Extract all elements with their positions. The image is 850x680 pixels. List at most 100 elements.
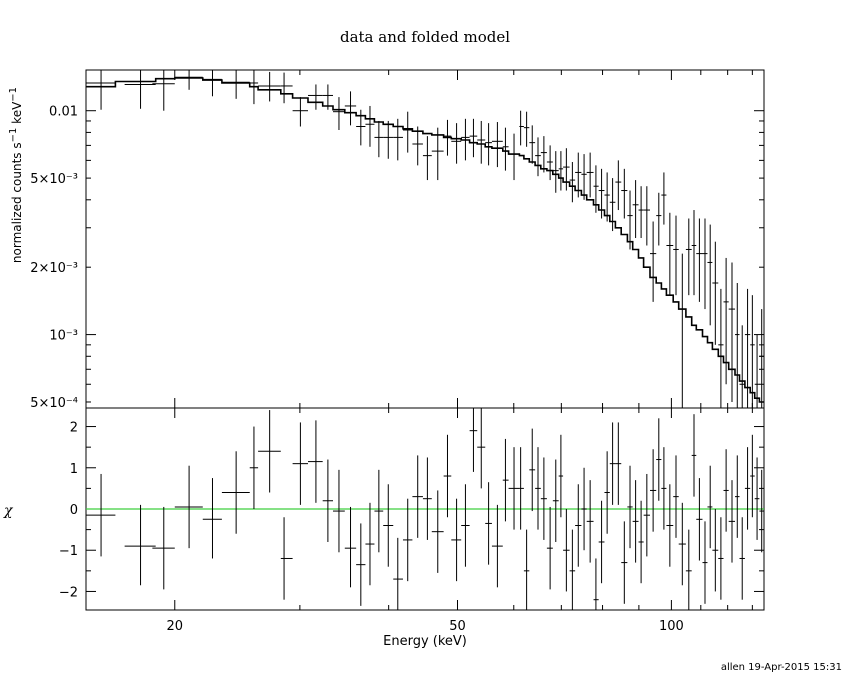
residual-point xyxy=(632,480,639,563)
data-panel: 0.01 5×10⁻³ 2×10⁻³ 10⁻³ 5×10⁻⁴ xyxy=(30,69,765,411)
y-tick-label: 5×10⁻⁴ xyxy=(30,396,78,411)
residual-point xyxy=(124,504,156,586)
data-point xyxy=(422,136,432,181)
data-point xyxy=(702,218,708,310)
residual-point xyxy=(656,418,662,501)
data-point xyxy=(563,148,570,191)
residual-point xyxy=(508,447,520,530)
data-point xyxy=(586,152,594,198)
residual-point xyxy=(627,465,633,549)
data-point xyxy=(365,105,375,147)
residual-panel: 20 50 100 2 1 0 −1 −2 xyxy=(59,407,765,634)
data-point xyxy=(627,190,633,250)
residual-point xyxy=(529,428,536,512)
residual-point xyxy=(152,506,175,590)
data-point xyxy=(280,72,293,104)
residual-point xyxy=(661,447,667,530)
data-point xyxy=(477,120,486,164)
residual-point xyxy=(643,473,650,557)
data-point xyxy=(502,127,509,171)
data-point xyxy=(735,282,740,408)
data-point xyxy=(519,110,524,146)
data-point xyxy=(221,70,250,99)
data-point xyxy=(598,168,605,219)
data-point xyxy=(402,111,413,153)
data-point xyxy=(333,97,345,131)
residual-point xyxy=(666,484,674,567)
data-point xyxy=(393,118,403,161)
data-point xyxy=(292,97,309,127)
residual-point xyxy=(485,482,492,565)
residual-point xyxy=(535,447,541,530)
residual-point xyxy=(422,457,432,540)
residual-point xyxy=(586,480,594,563)
data-point xyxy=(609,178,616,232)
residual-point xyxy=(707,465,713,549)
residual-point xyxy=(702,521,708,604)
residual-point xyxy=(461,484,470,567)
y-tick-label: 2 xyxy=(70,421,78,436)
residual-point xyxy=(569,529,576,610)
y-axis-label-bottom: χ xyxy=(4,503,13,519)
y-tick-label: −2 xyxy=(59,585,78,600)
y-label-superscript-1: −1 xyxy=(8,127,19,143)
residual-point xyxy=(598,500,605,584)
residual-point xyxy=(558,434,564,518)
y-tick-label: 2×10⁻³ xyxy=(30,261,78,276)
residual-point xyxy=(759,469,764,553)
residual-point xyxy=(728,480,736,563)
data-point xyxy=(691,210,697,296)
residual-point xyxy=(393,537,403,610)
residual-point xyxy=(563,509,570,592)
residual-point xyxy=(258,410,281,493)
data-point xyxy=(673,215,679,296)
data-point xyxy=(174,70,203,90)
data-point xyxy=(718,288,724,408)
data-point xyxy=(152,70,175,111)
data-point xyxy=(258,71,281,102)
data-point xyxy=(569,162,576,203)
data-point xyxy=(523,111,530,147)
residual-point xyxy=(552,459,559,542)
residual-point xyxy=(621,521,628,604)
residual-point xyxy=(402,498,413,582)
data-point xyxy=(469,118,478,158)
y-axis-label-top: normalized counts s−1 keV−1 xyxy=(4,10,24,340)
residual-point xyxy=(712,509,719,592)
data-point xyxy=(374,120,384,158)
residual-point xyxy=(685,529,692,610)
data-point xyxy=(485,123,492,166)
residual-point xyxy=(344,506,357,588)
data-point xyxy=(712,241,719,345)
data-point xyxy=(739,325,745,408)
data-point xyxy=(604,172,610,222)
data-point xyxy=(643,186,650,246)
residual-point xyxy=(412,455,423,538)
data-point xyxy=(759,309,764,408)
x-tick-label: 50 xyxy=(449,619,466,634)
residual-point xyxy=(691,414,697,497)
data-point xyxy=(685,218,692,296)
data-point xyxy=(707,224,713,326)
residual-point xyxy=(581,467,587,551)
data-point xyxy=(540,136,547,173)
data-point xyxy=(638,186,644,239)
data-point xyxy=(558,151,564,191)
y-tick-label: 1 xyxy=(70,462,78,477)
residual-point xyxy=(739,517,745,600)
residual-point xyxy=(723,449,729,532)
residual-point xyxy=(678,502,686,586)
data-point xyxy=(546,145,553,181)
residual-point xyxy=(477,408,486,489)
data-point xyxy=(344,91,357,126)
residual-point xyxy=(174,465,203,549)
model-step-line xyxy=(86,77,764,403)
data-point xyxy=(728,262,736,402)
residual-point xyxy=(249,426,259,509)
y-tick-label: 0.01 xyxy=(49,105,78,120)
data-point xyxy=(431,127,444,181)
data-point xyxy=(656,192,662,246)
x-axis-label: Energy (keV) xyxy=(383,634,467,649)
data-point xyxy=(508,133,520,181)
